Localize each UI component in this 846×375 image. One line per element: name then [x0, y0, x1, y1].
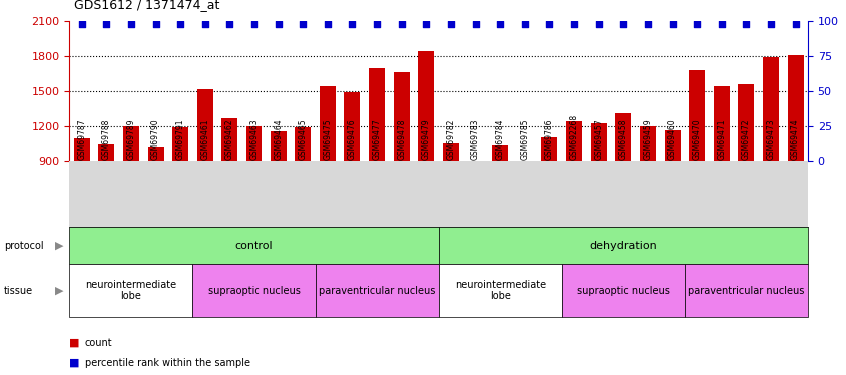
Bar — [172, 127, 188, 161]
Bar — [369, 68, 385, 161]
Point — [420, 21, 433, 27]
Point — [346, 21, 360, 27]
Point — [247, 21, 261, 27]
Point — [444, 21, 458, 27]
Point — [371, 21, 384, 27]
Point — [493, 21, 507, 27]
Bar — [541, 136, 558, 161]
Point — [617, 21, 630, 27]
Bar — [689, 70, 706, 161]
Bar — [517, 161, 533, 165]
Text: neurointermediate
lobe: neurointermediate lobe — [454, 280, 546, 302]
Point — [568, 21, 581, 27]
Text: control: control — [234, 241, 273, 250]
Point — [690, 21, 704, 27]
Bar — [123, 126, 139, 161]
Point — [542, 21, 556, 27]
Bar — [147, 147, 163, 161]
Text: tissue: tissue — [4, 286, 33, 296]
Bar — [566, 122, 582, 161]
Bar — [271, 131, 287, 161]
Bar — [640, 126, 656, 161]
Bar — [739, 84, 755, 161]
Bar — [74, 138, 90, 161]
Point — [222, 21, 236, 27]
Bar — [344, 92, 360, 161]
Text: ■: ■ — [69, 338, 80, 348]
Text: neurointermediate
lobe: neurointermediate lobe — [85, 280, 177, 302]
Bar — [664, 130, 680, 161]
Point — [124, 21, 138, 27]
Text: GDS1612 / 1371474_at: GDS1612 / 1371474_at — [74, 0, 219, 11]
Point — [788, 21, 802, 27]
Point — [149, 21, 162, 27]
Point — [173, 21, 187, 27]
Bar — [418, 51, 434, 161]
Point — [764, 21, 777, 27]
Bar — [222, 118, 238, 161]
Bar — [98, 144, 114, 161]
Text: count: count — [85, 338, 113, 348]
Text: protocol: protocol — [4, 241, 44, 250]
Text: ■: ■ — [69, 358, 80, 368]
Point — [469, 21, 482, 27]
Point — [739, 21, 753, 27]
Point — [75, 21, 89, 27]
Point — [321, 21, 335, 27]
Bar — [615, 113, 631, 161]
Text: supraoptic nucleus: supraoptic nucleus — [577, 286, 670, 296]
Point — [518, 21, 531, 27]
Text: percentile rank within the sample: percentile rank within the sample — [85, 358, 250, 368]
Point — [296, 21, 310, 27]
Bar — [295, 127, 311, 161]
Bar — [443, 142, 459, 161]
Bar — [468, 161, 484, 165]
Point — [641, 21, 655, 27]
Point — [198, 21, 212, 27]
Bar — [320, 86, 336, 161]
Point — [666, 21, 679, 27]
Bar — [492, 145, 508, 161]
Bar — [197, 88, 213, 161]
Point — [395, 21, 409, 27]
Text: ▶: ▶ — [55, 241, 63, 250]
Bar — [714, 86, 730, 161]
Text: dehydration: dehydration — [590, 241, 657, 250]
Bar — [763, 57, 779, 161]
Point — [592, 21, 606, 27]
Bar — [591, 123, 607, 161]
Text: paraventricular nucleus: paraventricular nucleus — [688, 286, 805, 296]
Bar — [393, 72, 409, 161]
Point — [272, 21, 285, 27]
Point — [100, 21, 113, 27]
Bar — [788, 55, 804, 161]
Point — [715, 21, 728, 27]
Text: supraoptic nucleus: supraoptic nucleus — [207, 286, 300, 296]
Bar — [246, 126, 262, 161]
Text: paraventricular nucleus: paraventricular nucleus — [319, 286, 436, 296]
Text: ▶: ▶ — [55, 286, 63, 296]
